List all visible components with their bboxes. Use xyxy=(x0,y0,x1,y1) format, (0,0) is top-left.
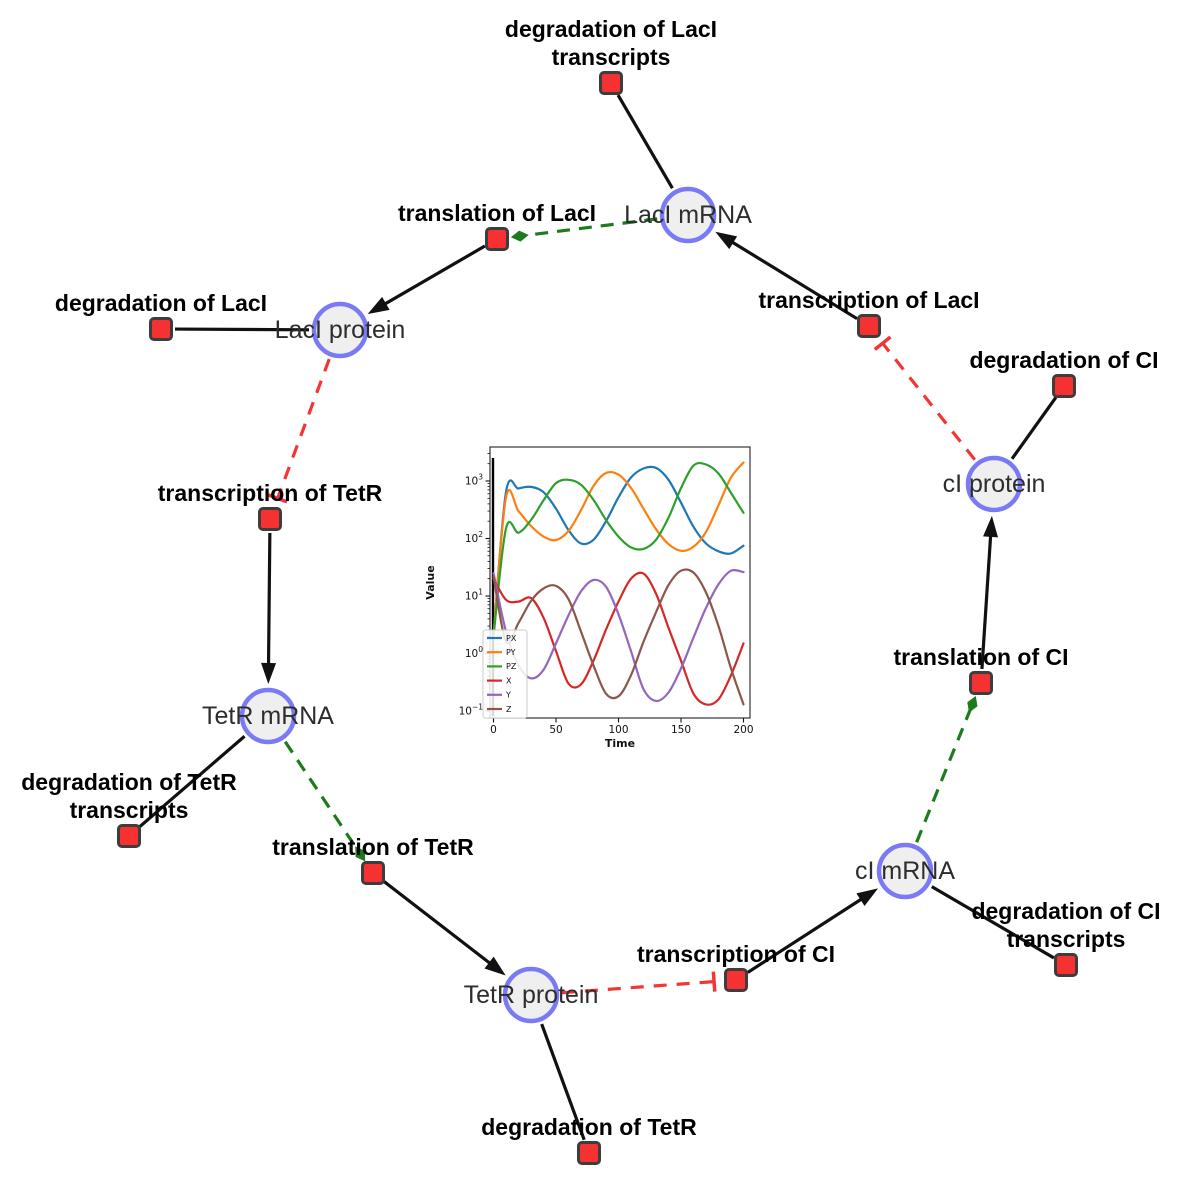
edge-laci_protein-txn_tetr xyxy=(276,358,331,499)
reaction-node-txn_laci[interactable] xyxy=(857,314,881,338)
x-tick-label: 100 xyxy=(608,724,628,736)
edge-laci_protein-txn_tetr-tee xyxy=(267,493,288,504)
x-tick-label: 50 xyxy=(549,724,562,736)
series-Z xyxy=(492,568,745,706)
series-Y xyxy=(492,568,745,703)
reaction-node-deg_laci_tx[interactable] xyxy=(599,71,623,95)
reaction-label-deg_laci_tx-line1: degradation of LacI xyxy=(505,16,717,42)
species-node-tetr_mrna[interactable] xyxy=(239,687,297,745)
edge-transl_laci-laci_protein xyxy=(380,244,486,308)
species-node-laci_protein[interactable] xyxy=(311,301,369,359)
edge-tetr_mrna-deg_tetr_tx xyxy=(138,735,246,829)
reaction-label-txn_tetr: transcription of TetR xyxy=(158,480,383,506)
legend-box xyxy=(482,629,528,719)
edges-layer xyxy=(138,94,1058,1141)
x-axis-title: Time xyxy=(605,737,635,750)
nodes-layer: degradation of LacItranscriptstranslatio… xyxy=(21,16,1161,1165)
reaction-node-txn_tetr[interactable] xyxy=(258,507,282,531)
edge-txn_laci-laci_mrna xyxy=(728,238,858,321)
edge-ci_mrna-transl_ci xyxy=(915,709,972,843)
edge-transl_ci-ci_protein xyxy=(980,531,993,670)
reaction-label-transl_tetr: translation of TetR xyxy=(272,834,474,860)
edge-txn_ci-ci_mrna xyxy=(746,895,866,974)
legend-label-Z: Z xyxy=(506,705,512,714)
reaction-node-deg_tetr[interactable] xyxy=(577,1141,601,1165)
axes-frame xyxy=(489,446,751,719)
edge-transl_laci-laci_protein-arrowhead xyxy=(367,296,390,314)
species-node-ci_protein[interactable] xyxy=(965,455,1023,513)
edge-txn_ci-ci_mrna-arrowhead xyxy=(856,888,879,907)
legend-label-PZ: PZ xyxy=(506,662,517,671)
species-label-ci_protein: cI protein xyxy=(943,470,1046,498)
reaction-node-deg_laci[interactable] xyxy=(149,317,173,341)
edge-ci_protein-txn_laci-tee xyxy=(873,335,892,351)
x-tick-label: 150 xyxy=(671,724,691,736)
reaction-label-txn_laci: transcription of LacI xyxy=(758,287,979,313)
series-X xyxy=(492,571,745,706)
edge-tetr_protein-txn_ci-tee xyxy=(711,971,717,992)
legend-label-X: X xyxy=(506,676,512,685)
edge-laci_mrna-transl_laci-diamond xyxy=(510,230,529,242)
edge-laci_mrna-transl_laci xyxy=(525,217,658,237)
species-label-laci_mrna: LacI mRNA xyxy=(624,201,752,229)
edge-ci_mrna-transl_ci-diamond xyxy=(967,695,978,713)
reaction-label-transl_ci: translation of CI xyxy=(893,644,1068,670)
legend-label-Y: Y xyxy=(505,691,511,700)
series-PZ xyxy=(492,461,745,638)
edge-txn_tetr-tetr_mrna xyxy=(266,532,272,669)
species-node-tetr_protein[interactable] xyxy=(502,966,560,1024)
reaction-node-deg_ci[interactable] xyxy=(1052,374,1076,398)
reaction-label-deg_ci: degradation of CI xyxy=(969,347,1158,373)
reaction-label-deg_laci_tx-line2: transcripts xyxy=(552,44,671,70)
reaction-label-txn_ci: transcription of CI xyxy=(637,941,835,967)
reaction-node-deg_ci_tx[interactable] xyxy=(1054,953,1078,977)
edge-tetr_mrna-transl_tetr xyxy=(283,740,359,850)
edge-tetr_mrna-transl_tetr-diamond xyxy=(355,846,366,862)
reaction-node-transl_tetr[interactable] xyxy=(361,861,385,885)
reaction-label-deg_laci: degradation of LacI xyxy=(55,290,267,316)
y-axis-title: Value xyxy=(424,565,437,599)
edge-txn_tetr-tetr_mrna-arrowhead xyxy=(261,662,277,685)
reaction-label-deg_tetr: degradation of TetR xyxy=(481,1114,697,1140)
edge-tetr_protein-txn_ci xyxy=(561,980,715,995)
reaction-label-deg_ci_tx-line1: degradation of CI xyxy=(971,898,1160,924)
x-tick-label: 200 xyxy=(733,724,753,736)
edge-ci_mrna-deg_ci_tx xyxy=(930,885,1055,960)
reaction-label-deg_tetr_tx-line2: transcripts xyxy=(70,797,189,823)
edge-ci_protein-deg_ci xyxy=(1010,396,1058,460)
reaction-label-deg_ci_tx-line2: transcripts xyxy=(1007,926,1126,952)
reaction-node-transl_laci[interactable] xyxy=(485,227,509,251)
x-tick-label: 0 xyxy=(490,724,497,736)
legend-label-PX: PX xyxy=(506,634,517,643)
reaction-label-deg_tetr_tx-line1: degradation of TetR xyxy=(21,769,237,795)
edge-ci_protein-txn_laci xyxy=(881,342,977,461)
reaction-node-deg_tetr_tx[interactable] xyxy=(117,824,141,848)
series-PY xyxy=(492,461,745,638)
species-label-tetr_protein: TetR protein xyxy=(464,981,599,1009)
species-label-tetr_mrna: TetR mRNA xyxy=(202,702,334,730)
edge-transl_ci-ci_protein-arrowhead xyxy=(983,515,999,538)
edge-transl_tetr-tetr_protein xyxy=(383,880,494,967)
edge-tetr_protein-deg_tetr xyxy=(540,1023,586,1141)
species-node-ci_mrna[interactable] xyxy=(876,842,934,900)
edge-txn_laci-laci_mrna-arrowhead xyxy=(715,231,738,250)
reaction-node-txn_ci[interactable] xyxy=(724,968,748,992)
edge-deg_laci_tx-laci_mrna xyxy=(616,94,674,190)
legend-label-PY: PY xyxy=(506,648,516,657)
species-label-ci_mrna: cI mRNA xyxy=(855,857,955,885)
reaction-label-transl_laci: translation of LacI xyxy=(398,200,596,226)
edge-deg_laci-laci_protein xyxy=(174,327,310,332)
species-label-laci_protein: LacI protein xyxy=(275,316,406,344)
reaction-node-transl_ci[interactable] xyxy=(969,671,993,695)
species-node-laci_mrna[interactable] xyxy=(659,186,717,244)
edge-transl_tetr-tetr_protein-arrowhead xyxy=(484,956,506,976)
